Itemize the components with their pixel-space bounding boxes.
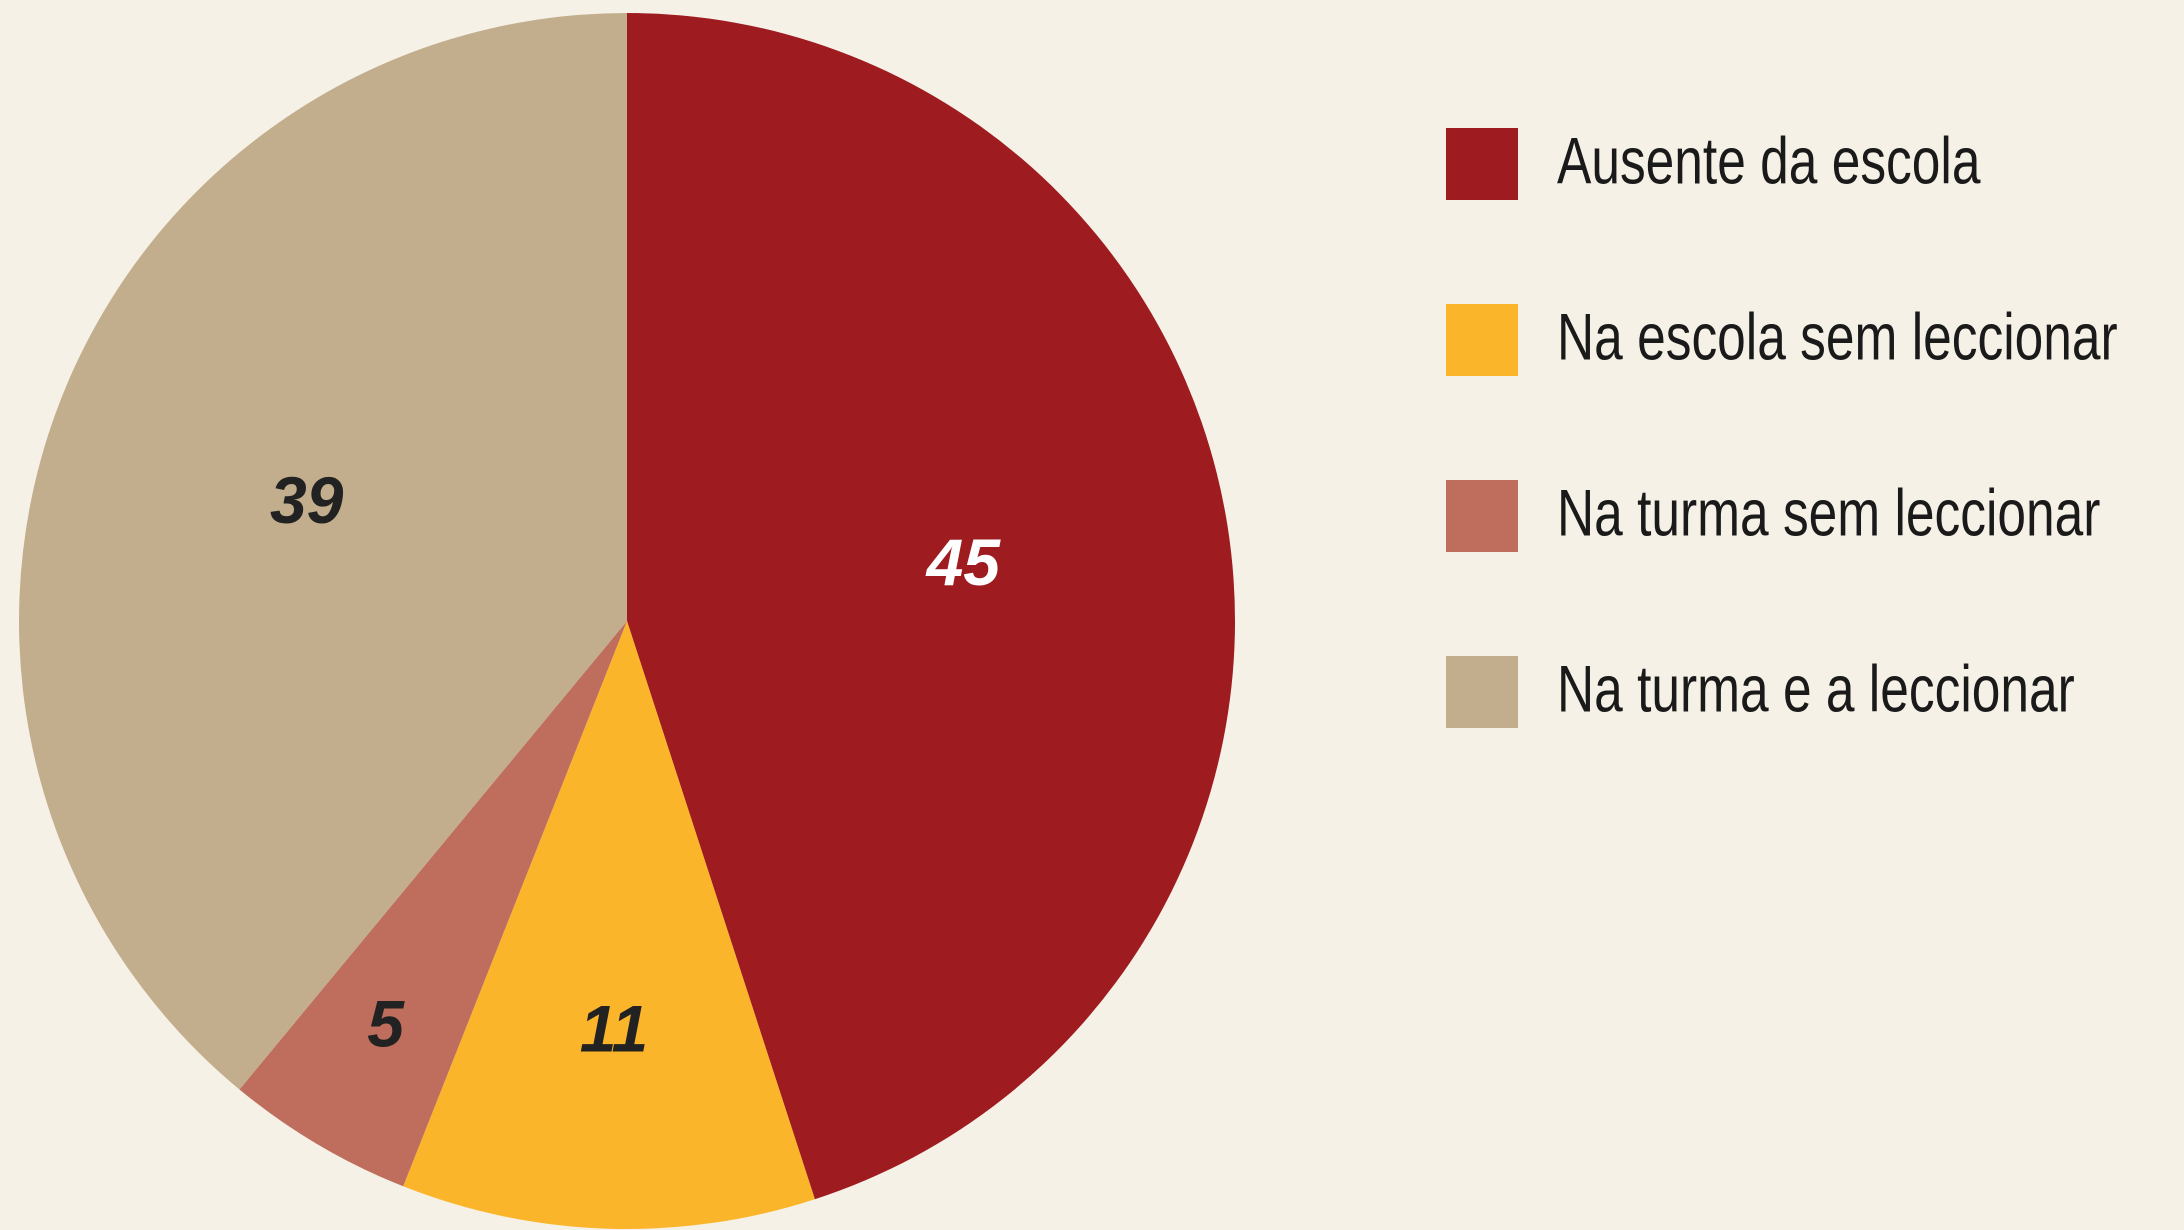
- legend-swatch: [1446, 656, 1518, 728]
- legend-label: Ausente da escola: [1557, 123, 1981, 198]
- legend-swatch: [1446, 480, 1518, 552]
- data-label: 39: [270, 463, 344, 537]
- pie-slice: [19, 13, 628, 1090]
- pie-slice: [403, 621, 815, 1229]
- legend-swatch: [1446, 304, 1518, 376]
- legend-swatch: [1446, 128, 1518, 200]
- legend-label: Na escola sem leccionar: [1557, 299, 2118, 374]
- data-label: 5: [367, 987, 405, 1061]
- pie-slice: [627, 13, 1235, 1200]
- data-label: 45: [925, 525, 1002, 599]
- data-label: 11: [580, 992, 649, 1066]
- pie-slice: [239, 621, 627, 1187]
- legend-label: Na turma e a leccionar: [1557, 651, 2075, 726]
- legend-label: Na turma sem leccionar: [1557, 475, 2100, 550]
